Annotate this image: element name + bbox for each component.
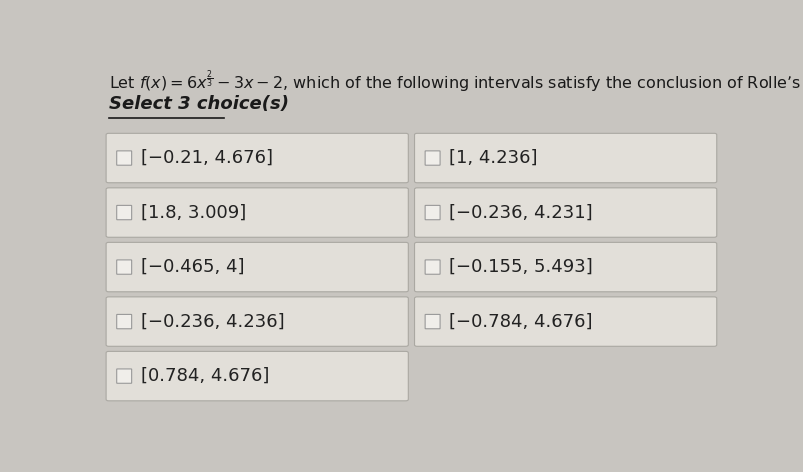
FancyBboxPatch shape: [414, 133, 715, 183]
FancyBboxPatch shape: [116, 151, 132, 165]
FancyBboxPatch shape: [425, 260, 439, 274]
FancyBboxPatch shape: [425, 314, 439, 329]
Text: [0.784, 4.676]: [0.784, 4.676]: [141, 367, 269, 385]
Text: [−0.236, 4.236]: [−0.236, 4.236]: [141, 312, 284, 330]
FancyBboxPatch shape: [106, 188, 408, 237]
Text: [1, 4.236]: [1, 4.236]: [449, 149, 537, 167]
FancyBboxPatch shape: [116, 314, 132, 329]
FancyBboxPatch shape: [425, 205, 439, 220]
FancyBboxPatch shape: [106, 242, 408, 292]
Text: [−0.155, 5.493]: [−0.155, 5.493]: [449, 258, 593, 276]
FancyBboxPatch shape: [414, 297, 715, 346]
FancyBboxPatch shape: [116, 369, 132, 383]
Text: [−0.236, 4.231]: [−0.236, 4.231]: [449, 203, 593, 221]
Text: Select 3 choice(s): Select 3 choice(s): [108, 95, 288, 113]
FancyBboxPatch shape: [116, 205, 132, 220]
FancyBboxPatch shape: [425, 151, 439, 165]
FancyBboxPatch shape: [414, 242, 715, 292]
Text: [−0.21, 4.676]: [−0.21, 4.676]: [141, 149, 273, 167]
FancyBboxPatch shape: [106, 133, 408, 183]
Text: [−0.465, 4]: [−0.465, 4]: [141, 258, 244, 276]
Text: [1.8, 3.009]: [1.8, 3.009]: [141, 203, 246, 221]
FancyBboxPatch shape: [116, 260, 132, 274]
FancyBboxPatch shape: [106, 297, 408, 346]
FancyBboxPatch shape: [106, 351, 408, 401]
Text: [−0.784, 4.676]: [−0.784, 4.676]: [449, 312, 592, 330]
FancyBboxPatch shape: [414, 188, 715, 237]
Text: Let $f(x)=6x^{\frac{2}{3}}-3x-2$, which of the following intervals satisfy the c: Let $f(x)=6x^{\frac{2}{3}}-3x-2$, which …: [108, 68, 803, 94]
